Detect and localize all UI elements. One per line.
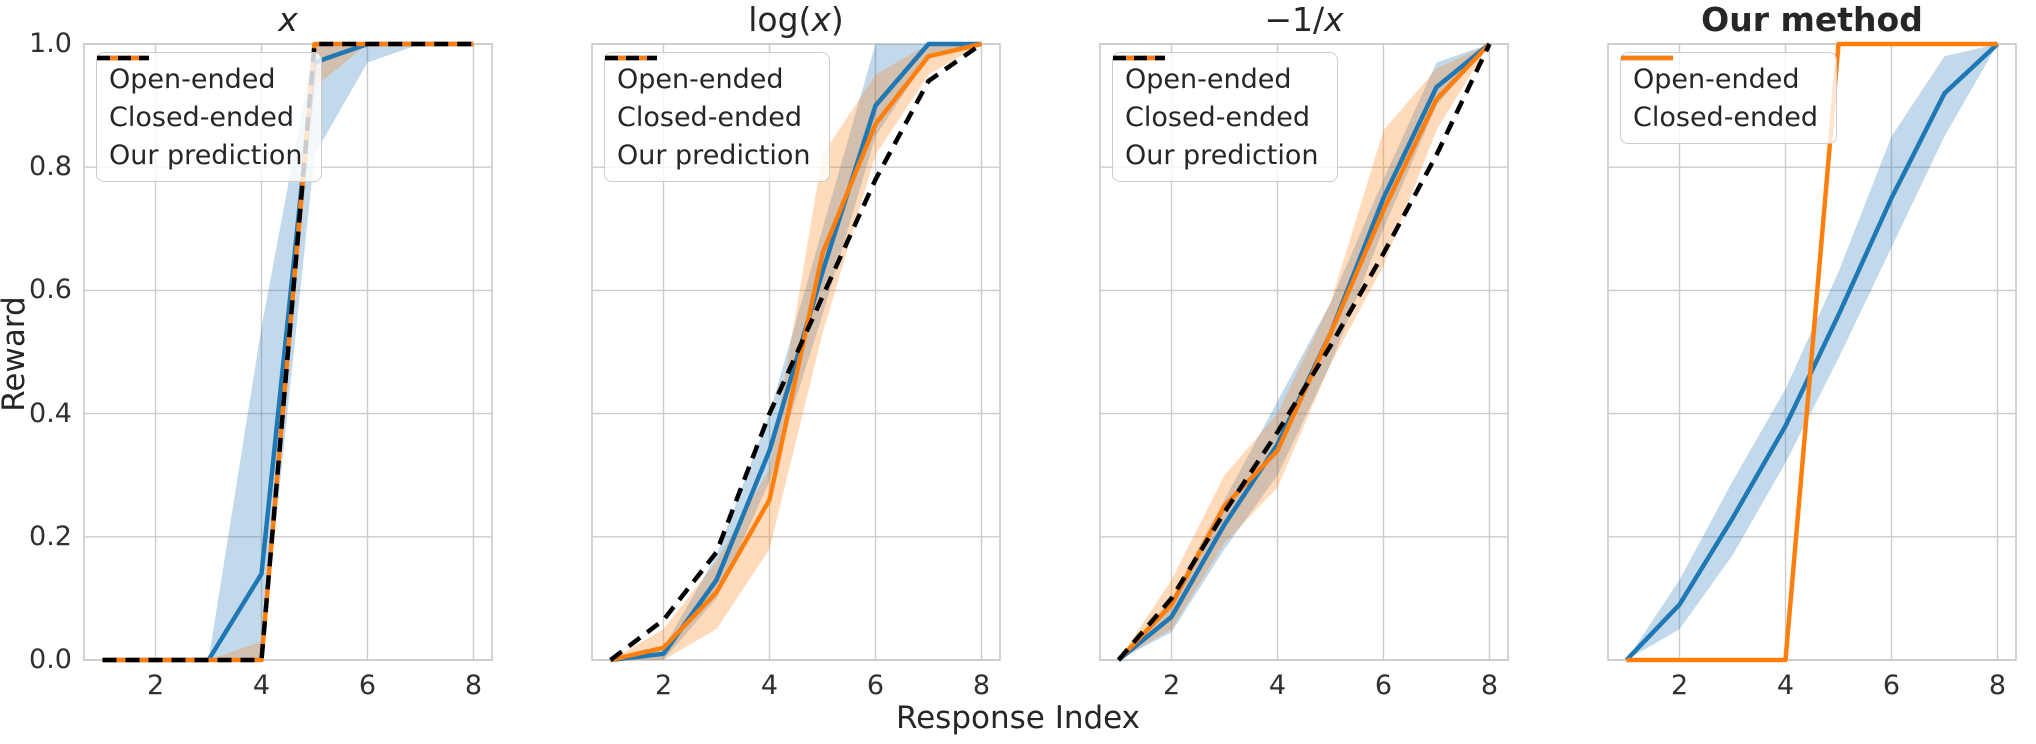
y-tick-label: 1.0 bbox=[29, 28, 72, 59]
legend-label: Closed-ended bbox=[1125, 101, 1311, 133]
x-tick-label: 4 bbox=[252, 670, 271, 701]
our-prediction-line bbox=[609, 42, 983, 662]
panel-title: Our method bbox=[1701, 0, 1923, 39]
open-ended-band bbox=[610, 44, 982, 660]
x-tick-label: 4 bbox=[1268, 670, 1287, 701]
axes-spine bbox=[1607, 43, 2017, 661]
closed-ended-line bbox=[609, 41, 983, 663]
legend-label: Closed-ended bbox=[109, 101, 295, 133]
legend: Open-ended Closed-ended Our prediction bbox=[1112, 52, 1338, 182]
legend-entry: Our prediction bbox=[1113, 55, 1319, 173]
legend-entry: Closed-ended bbox=[97, 55, 303, 135]
y-tick-label: 0.8 bbox=[29, 151, 72, 183]
legend-label: Our prediction bbox=[1125, 139, 1319, 171]
x-tick-label: 2 bbox=[654, 670, 673, 701]
closed-ended-band bbox=[610, 44, 982, 660]
x-tick-label: 2 bbox=[146, 670, 165, 701]
x-tick-label: 2 bbox=[1670, 670, 1689, 701]
plot-area bbox=[1607, 41, 2017, 663]
title-char: l bbox=[748, 0, 758, 39]
legend-entry: Our prediction bbox=[605, 55, 811, 173]
legend-entry: Our prediction bbox=[97, 55, 303, 173]
axes-spine bbox=[83, 43, 493, 661]
x-tick-label: 4 bbox=[1776, 670, 1795, 701]
legend-label: Our prediction bbox=[109, 139, 303, 171]
legend-label: Closed-ended bbox=[1633, 101, 1819, 133]
x-tick-label: 8 bbox=[1480, 670, 1499, 701]
math-variable: x bbox=[811, 0, 831, 39]
chart-panel-4: Our method 2 4 6 8 Open-ended Closed-ended bbox=[1607, 0, 2017, 701]
title-char: ( bbox=[798, 0, 812, 39]
chart-panel-2: log(x) 2 4 6 8 Open-ended Closed-ended Our pred… bbox=[591, 0, 1001, 701]
plot-area bbox=[1099, 42, 1509, 662]
y-tick-label: 0.6 bbox=[29, 274, 72, 306]
x-tick-label: 6 bbox=[866, 670, 885, 701]
title-char: / bbox=[1313, 0, 1325, 39]
plot-area bbox=[83, 41, 493, 663]
legend-entry: Closed-ended bbox=[1113, 55, 1319, 135]
title-char: ) bbox=[830, 0, 844, 39]
y-axis-label: Reward bbox=[0, 296, 32, 412]
legend-swatch-prediction bbox=[605, 55, 657, 61]
legend-label: Closed-ended bbox=[617, 101, 803, 133]
panel-title: x bbox=[84, 0, 492, 40]
x-axis-label: Response Index bbox=[895, 700, 1141, 736]
legend: Open-ended Closed-ended Our prediction bbox=[96, 52, 322, 182]
x-tick-label: 8 bbox=[464, 670, 483, 701]
math-variable: x bbox=[1324, 0, 1344, 39]
x-tick-label: 6 bbox=[1374, 670, 1393, 701]
legend: Open-ended Closed-ended bbox=[1620, 52, 1838, 144]
closed-ended-band bbox=[1118, 44, 1490, 660]
legend-entry: Closed-ended bbox=[605, 55, 811, 135]
title-char: o bbox=[757, 0, 778, 39]
legend-label: Open-ended bbox=[617, 63, 784, 95]
y-tick-label: 0.2 bbox=[29, 520, 72, 552]
axes-spine bbox=[591, 43, 1001, 661]
x-tick-label: 4 bbox=[760, 670, 779, 701]
legend-entry: Open-ended bbox=[1621, 55, 1818, 97]
title-char: 1 bbox=[1292, 0, 1313, 39]
legend-swatch-prediction bbox=[97, 55, 149, 61]
x-tick-label: 8 bbox=[972, 670, 991, 701]
x-tick-label: 6 bbox=[358, 670, 377, 701]
chart-panel-1: x 2 4 6 8 Open-ended Closed-ended Our predictio… bbox=[83, 0, 493, 701]
x-tick-label: 2 bbox=[1162, 670, 1181, 701]
legend-label: Open-ended bbox=[1125, 63, 1292, 95]
math-variable: x bbox=[278, 0, 298, 39]
open-ended-band bbox=[1118, 44, 1490, 660]
legend: Open-ended Closed-ended Our prediction bbox=[604, 52, 830, 182]
legend-label: Open-ended bbox=[109, 63, 276, 95]
panel-title: log(x) bbox=[592, 0, 1000, 40]
x-tick-label: 8 bbox=[1988, 670, 2007, 701]
title-char: g bbox=[777, 0, 799, 39]
legend-swatch-prediction bbox=[1113, 55, 1165, 61]
axes-spine bbox=[1099, 43, 1509, 661]
chart-panel-3: −1/x 2 4 6 8 Open-ended Closed-ended Our predic… bbox=[1099, 0, 1509, 701]
y-tick-label: 0.4 bbox=[29, 397, 72, 429]
legend-label: Open-ended bbox=[1633, 63, 1800, 95]
legend-entry: Open-ended bbox=[605, 55, 811, 97]
legend-entry: Closed-ended bbox=[1621, 55, 1819, 135]
our-prediction-line bbox=[1116, 43, 1492, 662]
legend-label: Our prediction bbox=[617, 139, 811, 171]
legend-entry: Open-ended bbox=[1113, 55, 1319, 97]
legend-entry: Open-ended bbox=[97, 55, 303, 97]
legend-swatch-closed-ended bbox=[1621, 55, 1673, 61]
x-tick-label: 6 bbox=[1882, 670, 1901, 701]
y-tick-label: 0.0 bbox=[29, 644, 72, 675]
closed-ended-line bbox=[1626, 41, 1998, 663]
our-prediction-line bbox=[102, 41, 474, 663]
panel-title: −1/x bbox=[1100, 0, 1508, 40]
title-char: − bbox=[1264, 0, 1292, 39]
